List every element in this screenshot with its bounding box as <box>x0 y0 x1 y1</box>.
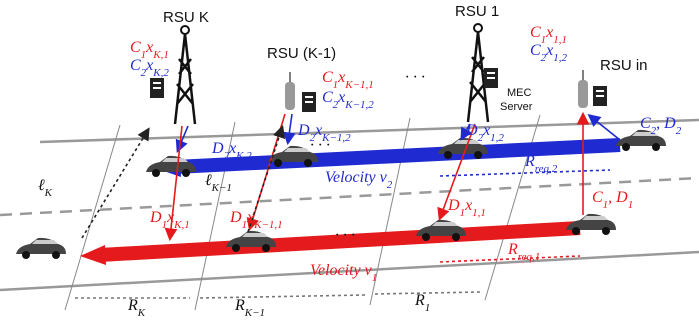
label-subscript: K,2 <box>235 150 252 162</box>
label-subscript: K−1,2 <box>321 132 351 144</box>
label-subscript: 1,2 <box>553 52 567 64</box>
label-main: x <box>145 39 153 56</box>
math-label: Velocity v2 <box>325 169 393 191</box>
label-main: , D <box>656 115 676 132</box>
label-main: C <box>322 89 333 106</box>
math-label: D1x1,1 <box>447 197 486 219</box>
label-main: Velocity v <box>310 262 373 279</box>
label-main: R <box>414 292 425 309</box>
label-main: D <box>229 209 242 226</box>
label-main: Velocity v <box>325 169 388 186</box>
label-main: x <box>228 140 236 157</box>
label-main: C <box>592 189 603 206</box>
label-main: x <box>166 209 174 226</box>
label-subscript: 1 <box>628 199 634 211</box>
math-label: ℓK−1 <box>205 172 232 194</box>
label-main: R <box>234 297 245 314</box>
label-main: D <box>447 197 460 214</box>
mec-label: Server <box>500 101 533 113</box>
label-main: R <box>127 297 138 314</box>
label-subscript: K−1 <box>244 307 265 319</box>
math-label: D1xK−1,1 <box>229 209 283 231</box>
label-main: C <box>530 24 541 41</box>
label-subscript: 2 <box>676 125 682 137</box>
label-subscript: req,2 <box>535 163 558 175</box>
math-label: D2xK−1,2 <box>297 122 351 144</box>
label-subscript: 1 <box>372 272 378 284</box>
label-main: C <box>130 39 141 56</box>
label-main: D <box>149 209 162 226</box>
label-subscript: K,2 <box>152 67 169 79</box>
label-subscript: 1,1 <box>553 34 567 46</box>
label-subscript: K−1,2 <box>344 99 374 111</box>
label-main: C <box>530 42 541 59</box>
label-subscript: K−1,1 <box>253 219 283 231</box>
label-subscript: 2 <box>387 179 393 191</box>
label-main: D <box>465 122 478 139</box>
label-subscript: K <box>44 187 53 199</box>
label-main: x <box>545 42 553 59</box>
label-main: x <box>545 24 553 41</box>
label-subscript: K−1 <box>211 182 232 194</box>
label-main: x <box>145 57 153 74</box>
label-main: C <box>322 69 333 86</box>
label-subscript: K−1,1 <box>344 79 374 91</box>
rsu-label: RSU in <box>600 57 648 74</box>
label-main: R <box>507 241 518 258</box>
label-subscript: 1,1 <box>472 207 486 219</box>
label-main: x <box>482 122 490 139</box>
rsu-label: RSU K <box>163 9 209 26</box>
ellipsis: · · · <box>335 227 355 244</box>
math-label: C2xK−1,2 <box>322 89 374 111</box>
label-main: x <box>464 197 472 214</box>
label-main: x <box>246 209 254 226</box>
rsu-label: RSU (K-1) <box>267 45 336 62</box>
label-main: C <box>640 115 651 132</box>
label-subscript: req,1 <box>518 251 541 263</box>
mec-label: MEC <box>507 87 532 99</box>
math-label: D1xK,1 <box>149 209 190 231</box>
label-main: C <box>130 57 141 74</box>
math-label: RK−1 <box>234 297 265 319</box>
label-subscript: K,1 <box>152 49 169 61</box>
math-label: C1xK−1,1 <box>322 69 374 91</box>
math-label: Velocity v1 <box>310 262 377 284</box>
math-label: ℓK <box>38 177 53 199</box>
label-subscript: K,1 <box>173 219 190 231</box>
label-subscript: 1 <box>425 302 431 314</box>
math-label: Rreq,2 <box>524 153 558 175</box>
label-main: x <box>314 122 322 139</box>
label-main: D <box>297 122 310 139</box>
ellipsis: · · · <box>405 69 425 86</box>
label-main: D <box>211 140 224 157</box>
label-main: x <box>337 89 345 106</box>
label-main: x <box>337 69 345 86</box>
math-label: RK <box>127 297 146 319</box>
math-label: R1 <box>414 292 430 314</box>
label-subscript: 1,2 <box>490 132 504 144</box>
math-label: C1, D1 <box>592 189 633 211</box>
label-subscript: K <box>137 307 146 319</box>
label-main: R <box>524 153 535 170</box>
label-main: , D <box>608 189 628 206</box>
diagram: RSU K RSU (K-1) RSU 1 RSU in MEC Server … <box>0 0 699 322</box>
rsu-label: RSU 1 <box>455 3 499 20</box>
